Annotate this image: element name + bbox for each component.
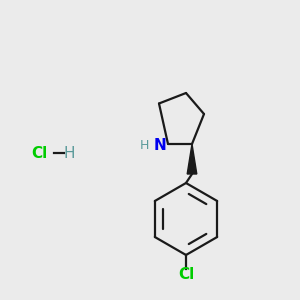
Text: Cl: Cl [31,146,47,160]
Text: H: H [140,139,149,152]
Text: N: N [154,138,167,153]
Text: Cl: Cl [178,267,194,282]
Text: H: H [63,146,75,160]
Polygon shape [187,144,197,174]
